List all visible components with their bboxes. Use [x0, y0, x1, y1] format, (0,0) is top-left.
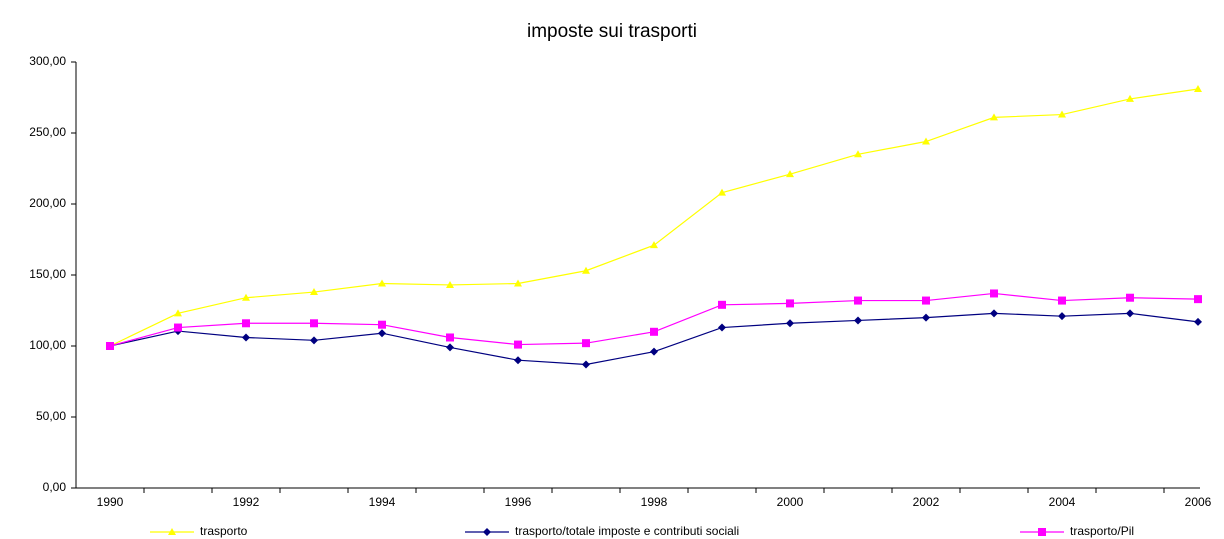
series-line [109, 88, 1199, 347]
marker [168, 528, 176, 535]
x-tick-label: 2006 [1185, 495, 1212, 509]
legend-label: trasporto [200, 524, 248, 538]
marker [1194, 84, 1202, 92]
x-tick-label: 1994 [369, 495, 396, 509]
marker [854, 150, 862, 158]
marker [990, 309, 998, 318]
marker [718, 300, 726, 309]
marker [582, 266, 590, 274]
marker [310, 288, 318, 296]
marker [1126, 293, 1134, 302]
marker [650, 347, 658, 356]
marker [786, 299, 794, 308]
marker [514, 279, 522, 287]
marker [1038, 528, 1046, 536]
marker [242, 293, 250, 301]
marker [446, 333, 454, 342]
marker [1126, 94, 1134, 102]
marker [378, 329, 386, 338]
marker [990, 113, 998, 121]
legend-label: trasporto/Pil [1070, 524, 1134, 538]
marker [854, 296, 862, 305]
y-tick-label: 250,00 [29, 125, 66, 139]
y-tick-label: 150,00 [29, 267, 66, 281]
marker [242, 333, 250, 342]
x-tick-label: 1998 [641, 495, 668, 509]
marker [1126, 309, 1134, 318]
x-tick-label: 1992 [233, 495, 260, 509]
marker [582, 360, 590, 369]
marker [854, 316, 862, 325]
marker [1058, 312, 1066, 321]
marker [446, 343, 454, 352]
marker [582, 339, 590, 348]
y-tick-label: 0,00 [43, 480, 67, 494]
y-tick-label: 50,00 [36, 409, 66, 423]
marker [922, 137, 930, 145]
marker [1058, 110, 1066, 118]
y-tick-label: 200,00 [29, 196, 66, 210]
marker [786, 319, 794, 328]
series-line [109, 312, 1199, 366]
marker [922, 313, 930, 322]
marker [514, 340, 522, 349]
marker [483, 528, 491, 536]
x-tick-label: 2002 [913, 495, 940, 509]
marker [514, 356, 522, 365]
marker [378, 320, 386, 329]
x-tick-label: 2000 [777, 495, 804, 509]
marker [718, 323, 726, 332]
x-tick-label: 2004 [1049, 495, 1076, 509]
x-tick-label: 1990 [97, 495, 124, 509]
marker [1058, 296, 1066, 305]
marker [786, 170, 794, 178]
y-tick-label: 300,00 [29, 54, 66, 68]
marker [174, 323, 182, 332]
x-tick-label: 1996 [505, 495, 532, 509]
marker [310, 319, 318, 328]
marker [174, 309, 182, 317]
chart-title: imposte sui trasporti [527, 21, 697, 42]
marker [1194, 295, 1202, 304]
marker [650, 327, 658, 336]
marker [990, 289, 998, 298]
marker [242, 319, 250, 328]
marker [650, 241, 658, 249]
marker [922, 296, 930, 305]
marker [446, 280, 454, 288]
marker [718, 188, 726, 196]
legend-label: trasporto/totale imposte e contributi so… [515, 524, 739, 538]
y-tick-label: 100,00 [29, 338, 66, 352]
marker [106, 342, 114, 350]
marker [310, 336, 318, 345]
marker [378, 279, 386, 287]
marker [1194, 317, 1202, 326]
